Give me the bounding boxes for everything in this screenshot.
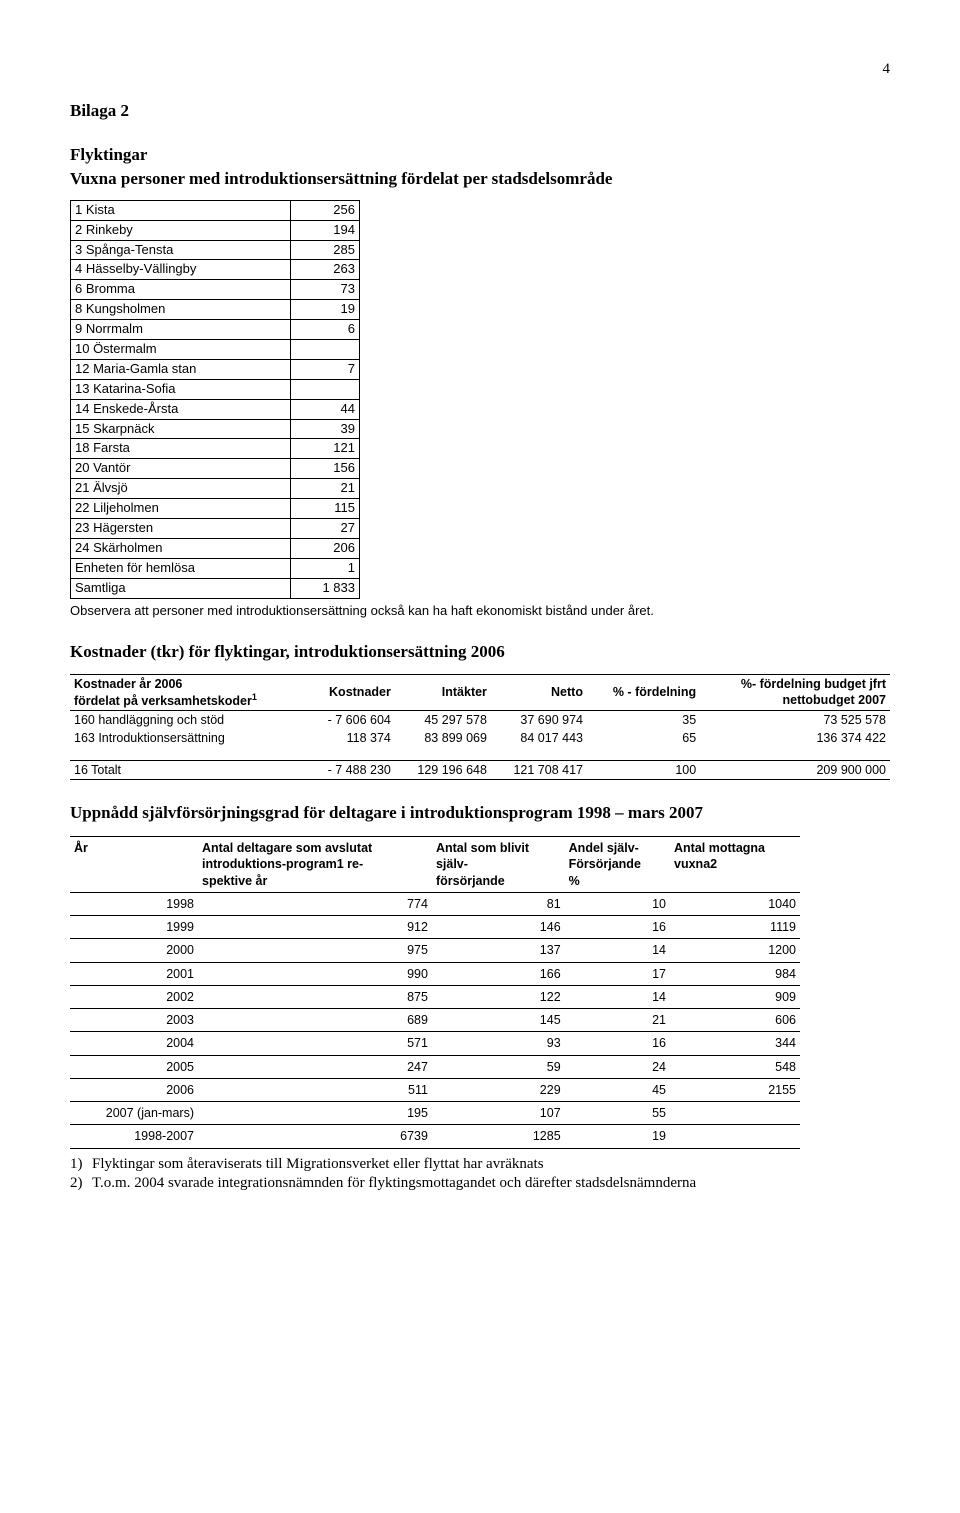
costs-h1: Kostnader år 2006 fördelat på verksamhet… [70, 674, 307, 711]
years-table: År Antal deltagare som avslutat introduk… [70, 836, 800, 1149]
years-h5: Antal mottagna vuxna2 [670, 837, 800, 893]
bilaga-label: Bilaga 2 [70, 100, 890, 122]
observera-note: Observera att personer med introduktions… [70, 603, 890, 620]
table-row: 22 Liljeholmen115 [71, 499, 360, 519]
costs-table: Kostnader år 2006 fördelat på verksamhet… [70, 674, 890, 780]
table-row: 4 Hässelby-Vällingby263 [71, 260, 360, 280]
table-row: 12 Maria-Gamla stan7 [71, 359, 360, 379]
section1-title1: Flyktingar [70, 144, 890, 166]
costs-h4: Netto [491, 674, 587, 711]
table-row: 8 Kungsholmen19 [71, 300, 360, 320]
table-row: 160 handläggning och stöd- 7 606 60445 2… [70, 711, 890, 730]
table-row: 13 Katarina-Sofia [71, 379, 360, 399]
table-row: 199877481101040 [70, 892, 800, 915]
table-row: 200287512214909 [70, 985, 800, 1008]
table-row: 18 Farsta121 [71, 439, 360, 459]
table-row: 3 Spånga-Tensta285 [71, 240, 360, 260]
table-row: 6 Bromma73 [71, 280, 360, 300]
years-h2: Antal deltagare som avslutat introduktio… [198, 837, 432, 893]
table-row: 15 Skarpnäck39 [71, 419, 360, 439]
section3-title: Uppnådd självförsörjningsgrad för deltag… [70, 802, 890, 824]
table-row: 23 Hägersten27 [71, 519, 360, 539]
years-h4: Andel själv- Försörjande % [565, 837, 670, 893]
table-row: 20 Vantör156 [71, 459, 360, 479]
table-row: 2 Rinkeby194 [71, 220, 360, 240]
table-row: 14 Enskede-Årsta44 [71, 399, 360, 419]
table-row: 9 Norrmalm6 [71, 320, 360, 340]
section2-title: Kostnader (tkr) för flyktingar, introduk… [70, 641, 890, 663]
table-row: 21 Älvsjö21 [71, 479, 360, 499]
costs-h3: Intäkter [395, 674, 491, 711]
costs-h6: %- fördelning budget jfrt nettobudget 20… [700, 674, 890, 711]
years-h1: År [70, 837, 198, 893]
table-row: Enheten för hemlösa1 [71, 558, 360, 578]
table-row: 1998-20076739128519 [70, 1125, 800, 1148]
years-h3: Antal som blivit själv- försörjande [432, 837, 565, 893]
table-row: 2000975137141200 [70, 939, 800, 962]
table-row: 200368914521606 [70, 1009, 800, 1032]
table-row: 200199016617984 [70, 962, 800, 985]
table-row: Samtliga1 833 [71, 578, 360, 598]
table-row: 1 Kista256 [71, 200, 360, 220]
page-number: 4 [70, 60, 890, 80]
table-row: 20045719316344 [70, 1032, 800, 1055]
table-row: 24 Skärholmen206 [71, 538, 360, 558]
table-row: 2007 (jan-mars)19510755 [70, 1102, 800, 1125]
footnotes: 1)Flyktingar som återaviserats till Migr… [70, 1155, 890, 1194]
table-row: 1999912146161119 [70, 916, 800, 939]
table-row: 10 Östermalm [71, 340, 360, 360]
costs-h5: % - fördelning [587, 674, 700, 711]
table-row: 20052475924548 [70, 1055, 800, 1078]
costs-h2: Kostnader [307, 674, 395, 711]
section1-title2: Vuxna personer med introduktionsersättni… [70, 168, 890, 190]
table-row: 163 Introduktionsersättning118 37483 899… [70, 729, 890, 747]
district-table: 1 Kista2562 Rinkeby1943 Spånga-Tensta285… [70, 200, 360, 599]
table-row: 2006511229452155 [70, 1078, 800, 1101]
